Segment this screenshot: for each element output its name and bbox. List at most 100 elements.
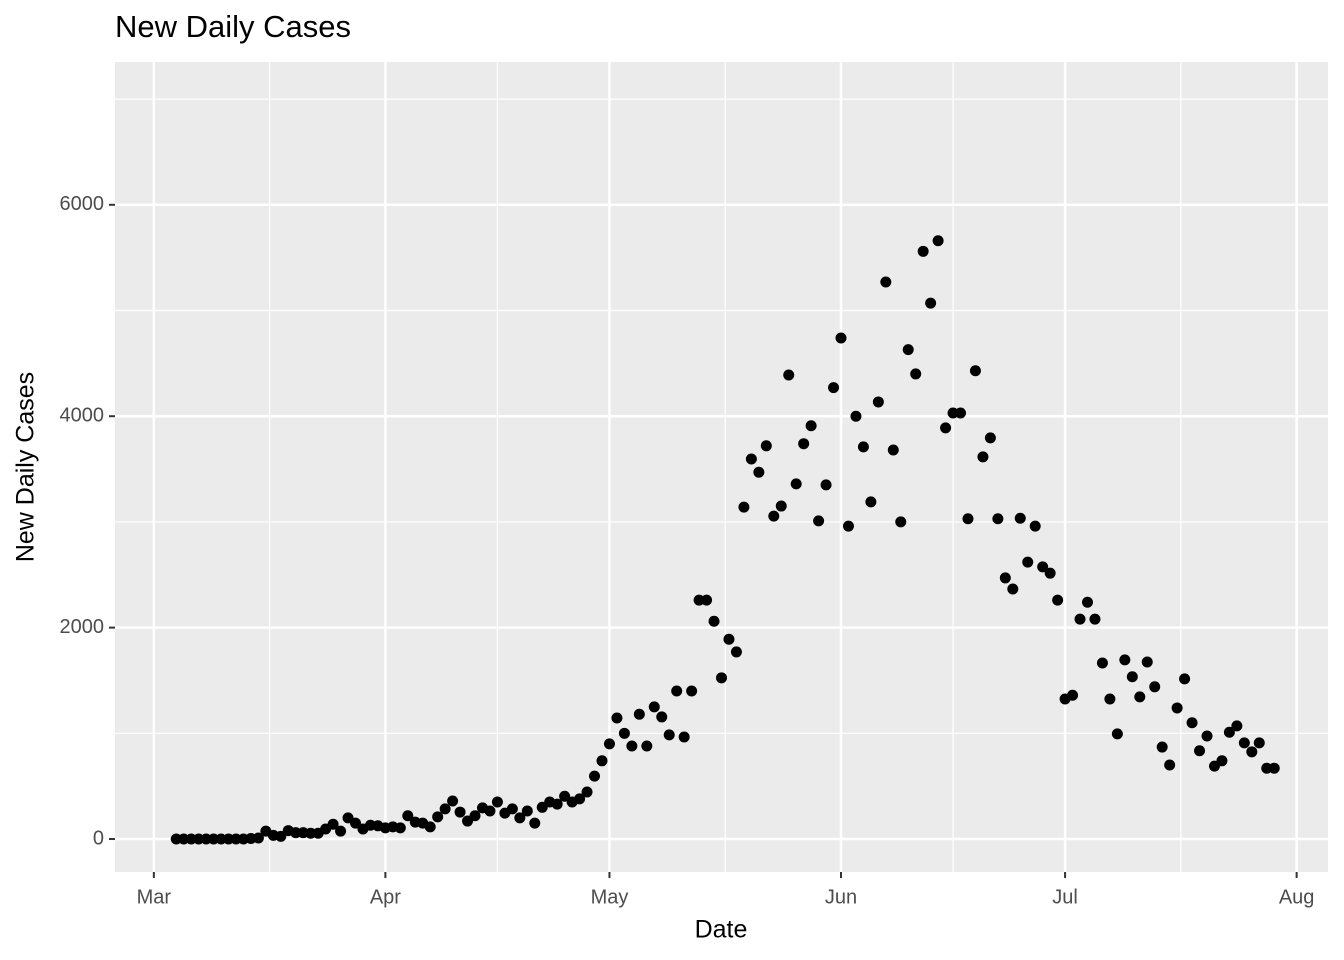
point [514, 812, 526, 824]
y-tick-label: 4000 [60, 404, 105, 426]
point [910, 368, 922, 380]
point [775, 500, 787, 512]
point [723, 633, 735, 645]
point [686, 685, 698, 697]
point [1179, 673, 1191, 685]
x-tick-label: Jun [825, 886, 857, 908]
point [790, 478, 802, 490]
point [1231, 720, 1243, 732]
point [857, 441, 869, 453]
point [925, 297, 937, 309]
point [738, 501, 750, 513]
point [872, 396, 884, 408]
point [1022, 556, 1034, 568]
point [1149, 681, 1161, 693]
point [828, 382, 840, 394]
point [805, 420, 817, 432]
marks [170, 235, 1280, 845]
point [1096, 657, 1108, 669]
point [574, 793, 586, 805]
point [1253, 737, 1265, 749]
point [641, 740, 653, 752]
point [1037, 561, 1049, 573]
point [955, 407, 967, 419]
point [671, 685, 683, 697]
point [783, 369, 795, 381]
point [551, 798, 563, 810]
point [1171, 702, 1183, 714]
point [1216, 755, 1228, 767]
point [1134, 691, 1146, 703]
point [1029, 520, 1041, 532]
point [1014, 512, 1026, 524]
point [820, 479, 832, 491]
point [432, 811, 444, 823]
point [813, 515, 825, 527]
point [716, 672, 727, 684]
point [447, 795, 459, 807]
point [701, 594, 713, 606]
point [626, 740, 638, 752]
point [394, 822, 406, 834]
point [865, 496, 877, 508]
point [521, 805, 533, 817]
point [603, 738, 615, 750]
point [842, 520, 854, 532]
point [835, 332, 847, 344]
point [402, 810, 414, 822]
x-tick-label: May [591, 886, 629, 908]
point [902, 344, 914, 356]
point [589, 770, 601, 782]
point [1268, 762, 1280, 774]
point [1246, 746, 1258, 758]
point [1111, 728, 1123, 740]
point [730, 646, 742, 658]
panel [115, 62, 1328, 872]
x-axis-title: Date [695, 916, 748, 944]
point [1238, 737, 1250, 749]
point [424, 821, 436, 833]
point [708, 615, 720, 627]
point [618, 727, 630, 739]
point [633, 708, 645, 720]
point [895, 516, 907, 528]
point [656, 711, 668, 723]
point [678, 731, 690, 743]
x-tick-label: Jul [1052, 886, 1078, 908]
x-tick-label: Aug [1279, 886, 1315, 908]
point [663, 729, 675, 741]
point [335, 825, 347, 837]
point [992, 513, 1004, 525]
point [932, 235, 944, 247]
point [327, 818, 339, 830]
point [611, 712, 623, 724]
point [999, 572, 1011, 584]
point [1081, 596, 1093, 608]
point [768, 510, 780, 522]
point [1164, 759, 1176, 771]
point [454, 806, 466, 818]
point [1104, 693, 1116, 705]
point [1126, 671, 1138, 683]
point [1044, 567, 1056, 579]
point [581, 786, 593, 798]
point [917, 245, 929, 257]
point [1089, 613, 1101, 625]
point [439, 803, 451, 815]
y-tick-label: 0 [93, 827, 104, 849]
point [940, 422, 952, 434]
point [1156, 741, 1168, 753]
point [469, 810, 481, 822]
point [252, 832, 264, 844]
point [760, 440, 772, 452]
point [484, 805, 496, 817]
point [880, 276, 892, 288]
point [1186, 717, 1198, 729]
point [491, 796, 503, 808]
point [745, 453, 757, 465]
point [596, 755, 608, 767]
point [753, 466, 765, 478]
grid [115, 62, 1328, 872]
